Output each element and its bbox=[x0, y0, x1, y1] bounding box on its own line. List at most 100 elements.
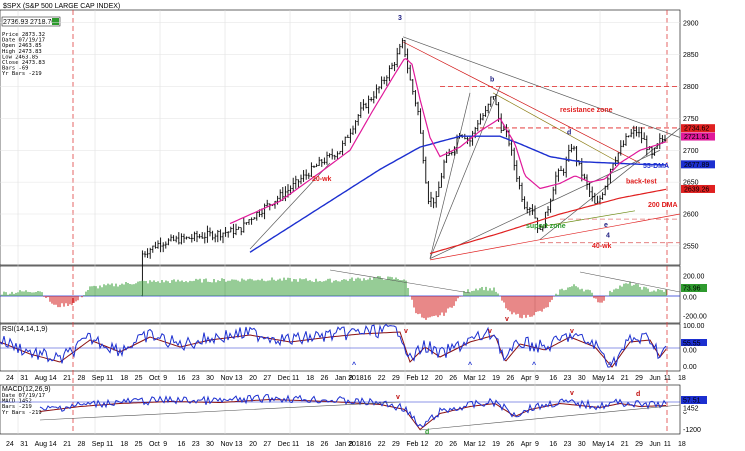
macd-label-box bbox=[681, 396, 707, 404]
histogram-tick-label: 200.00 bbox=[683, 274, 705, 281]
date-label: May bbox=[592, 375, 606, 382]
date-label-bottom: 28 bbox=[77, 441, 85, 448]
date-label: 9 bbox=[535, 375, 539, 382]
price-label-box bbox=[681, 132, 715, 141]
macd-info-line: Bars -219 bbox=[2, 404, 32, 410]
date-label: 13 bbox=[235, 375, 243, 382]
date-label: 18 bbox=[306, 375, 314, 382]
price-label-text: 2677.89 bbox=[684, 162, 709, 169]
date-label-bottom: May bbox=[592, 441, 606, 448]
info-line: High 2473.83 bbox=[2, 49, 42, 55]
trend-line bbox=[402, 36, 681, 138]
date-label-bottom: 12 bbox=[421, 441, 429, 448]
price-tick-label: 2700 bbox=[683, 148, 699, 155]
annotation: 55-DMA bbox=[643, 163, 669, 170]
date-label-bottom: 26 bbox=[449, 441, 457, 448]
price-label-text: 2734.62 bbox=[684, 126, 709, 133]
date-label: 14 bbox=[49, 375, 57, 382]
date-label-bottom: 11 bbox=[292, 441, 299, 448]
date-label-bottom: Nov bbox=[220, 441, 233, 448]
date-label-bottom: 16 bbox=[178, 441, 186, 448]
date-label-bottom: 16 bbox=[363, 441, 371, 448]
panel-frame-macd bbox=[0, 384, 681, 435]
rsi-annotation: ^ bbox=[352, 361, 356, 369]
macd-info-line: MACD 1452 bbox=[2, 399, 32, 405]
price-panel: 255026002650270027502800285029002734.622… bbox=[0, 15, 715, 297]
date-label-bottom: Oct bbox=[149, 441, 160, 448]
annotation: back-test bbox=[626, 178, 657, 185]
info-line: Low 2463.85 bbox=[2, 54, 38, 60]
date-label-bottom: 14 bbox=[607, 441, 615, 448]
date-label: 30 bbox=[206, 375, 214, 382]
date-label-bottom: 11 bbox=[106, 441, 113, 448]
date-label: 9 bbox=[163, 375, 167, 382]
date-label: Apr bbox=[521, 375, 533, 382]
rsi-line bbox=[0, 323, 667, 368]
date-label: Nov bbox=[220, 375, 233, 382]
info-line: Close 2473.83 bbox=[2, 60, 45, 66]
panel-frame-hist bbox=[0, 265, 681, 324]
date-label: 16 bbox=[363, 375, 371, 382]
macd-title: MACD(12,26,9) bbox=[2, 386, 51, 393]
date-label: 21 bbox=[621, 375, 629, 382]
annotation: b bbox=[490, 76, 494, 83]
price-tick-label: 2800 bbox=[683, 84, 699, 91]
annotation: d bbox=[567, 129, 571, 136]
rsi-annotation: ^ bbox=[468, 361, 472, 369]
date-label-bottom: 30 bbox=[578, 441, 586, 448]
price-label-box bbox=[681, 184, 715, 193]
price-label-text: 2639.26 bbox=[684, 186, 709, 193]
macd-annotation: v bbox=[396, 394, 400, 401]
rsi-annotation: v bbox=[570, 328, 574, 335]
date-label-bottom: Mar bbox=[464, 441, 477, 448]
rsi-annotation: ^ bbox=[608, 361, 612, 369]
date-label: 29 bbox=[635, 375, 643, 382]
price-tick-label: 2600 bbox=[683, 212, 699, 219]
date-label-bottom: 30 bbox=[206, 441, 214, 448]
rsi-label-text: 55.55 bbox=[683, 341, 701, 348]
rsi-label-box bbox=[681, 339, 707, 347]
price-label: 2639.26 bbox=[681, 184, 715, 193]
annotation: suport zone bbox=[526, 223, 566, 230]
date-label-bottom: 25 bbox=[135, 441, 143, 448]
histogram-label-box bbox=[681, 284, 707, 292]
date-label-bottom: 29 bbox=[392, 441, 400, 448]
price-label-box bbox=[681, 160, 715, 169]
date-label-bottom: 8 bbox=[349, 441, 353, 448]
info-line: Yr Bars -219 bbox=[2, 71, 42, 77]
rsi-tick-label: 0.00 bbox=[683, 364, 697, 371]
date-label: 20 bbox=[249, 375, 257, 382]
rsi-annotation: v bbox=[404, 328, 408, 335]
histogram-tick-label: -200.00 bbox=[683, 314, 707, 321]
rsi-label-box bbox=[681, 346, 707, 354]
price-label: 2677.89 bbox=[681, 160, 715, 169]
histogram-label-box bbox=[681, 293, 707, 301]
price-tick-label: 2850 bbox=[683, 52, 699, 59]
price-label-box bbox=[681, 124, 715, 133]
rsi-tick-label: 100.00 bbox=[683, 323, 705, 330]
macd-tick-label: -1200 bbox=[683, 427, 701, 434]
date-label-bottom: 26 bbox=[321, 441, 329, 448]
macd-trend-line bbox=[419, 404, 681, 431]
date-label-bottom: 24 bbox=[6, 441, 14, 448]
date-label: Aug bbox=[35, 375, 48, 382]
trend-line bbox=[249, 162, 331, 250]
price-bars bbox=[141, 38, 667, 297]
date-label-bottom: Apr bbox=[521, 441, 533, 448]
dma200-line bbox=[429, 188, 667, 255]
date-label: 16 bbox=[549, 375, 557, 382]
date-label-bottom: Sep bbox=[92, 441, 105, 448]
macd-label-text: 1452 bbox=[683, 406, 699, 413]
date-label-bottom: 23 bbox=[564, 441, 572, 448]
date-label-bottom: 26 bbox=[506, 441, 514, 448]
date-label: 22 bbox=[378, 375, 386, 382]
annotation: 40-wk bbox=[592, 243, 612, 250]
date-label: 18 bbox=[678, 375, 686, 382]
date-label: 8 bbox=[349, 375, 353, 382]
rsi-label-text: 0.00 bbox=[683, 348, 697, 355]
date-label: 11 bbox=[292, 375, 299, 382]
date-label-bottom: 18 bbox=[678, 441, 686, 448]
info-line: Open 2463.85 bbox=[2, 43, 42, 49]
macd-info-line: Yr Bars -219 bbox=[2, 410, 42, 416]
